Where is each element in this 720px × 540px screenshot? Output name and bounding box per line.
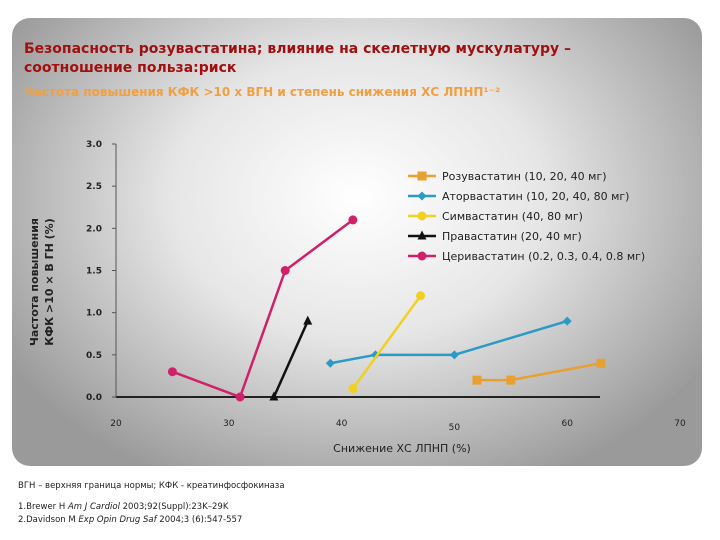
series-3 (348, 291, 426, 394)
series-line (476, 362, 602, 382)
data-point (417, 211, 427, 221)
legend-label: Розувастатин (10, 20, 40 мг) (442, 170, 607, 183)
slide-title: Безопасность розувастатина; влияние на с… (24, 41, 572, 76)
series-5 (167, 215, 358, 402)
footer: ВГН – верхняя граница нормы; КФК - креат… (18, 480, 708, 527)
data-point (417, 230, 427, 240)
y-tick-label: 0.0 (86, 393, 102, 403)
legend-label: Аторвастатин (10, 20, 40, 80 мг) (442, 190, 629, 203)
footer-ref-1: 1.Brewer H Am J Cardiol 2003;92(Suppl):2… (18, 502, 229, 512)
data-point (416, 291, 426, 301)
legend-item-1: Розувастатин (10, 20, 40 мг) (408, 170, 607, 183)
data-point (506, 375, 516, 385)
data-point (417, 191, 427, 201)
legend-item-2: Аторвастатин (10, 20, 40, 80 мг) (408, 190, 629, 203)
data-point (449, 350, 459, 360)
legend-item-4: Правастатин (20, 40 мг) (408, 230, 582, 243)
y-tick-label: 0.5 (86, 351, 102, 361)
chart-legend: Розувастатин (10, 20, 40 мг) Аторвастатин… (408, 170, 645, 263)
legend-label: Симвастатин (40, 80 мг) (442, 210, 583, 223)
data-point (167, 367, 177, 377)
legend-item-3: Симвастатин (40, 80 мг) (408, 210, 583, 223)
series-2 (325, 316, 572, 368)
series-line (330, 319, 568, 365)
y-tick-label: 2.5 (86, 182, 102, 192)
footer-definitions: ВГН – верхняя граница нормы; КФК - креат… (18, 481, 285, 491)
y-tick-label: 1.0 (86, 309, 102, 319)
y-tick-label: 1.5 (86, 267, 102, 277)
x-tick-label: 20 (110, 419, 122, 429)
data-point (303, 315, 313, 325)
series-line (272, 320, 309, 398)
x-tick-label: 30 (223, 419, 235, 429)
y-axis-label: Частота повышения (28, 218, 41, 346)
chart-axes: 0.0 0.5 1.0 1.5 2.0 2.5 3.0 20 30 40 50 60 70 Снижени… (28, 140, 686, 455)
x-axis-label: Снижение ХС ЛПНП (%) (333, 442, 471, 455)
data-point (348, 384, 358, 394)
x-tick-label: 40 (336, 419, 348, 429)
slide-background (12, 18, 702, 466)
data-point (417, 171, 427, 181)
data-point (325, 358, 335, 368)
y-axis-label: КФК >10 × В ГН (%) (43, 218, 56, 345)
data-point (562, 316, 572, 326)
data-point (596, 358, 606, 368)
footer-ref-2: 2.Davidson M Exp Opin Drug Saf 2004;3 (6… (18, 515, 243, 525)
legend-item-5: Церивастатин (0.2, 0.3, 0.4, 0.8 мг) (408, 250, 645, 263)
y-tick-label: 2.0 (86, 224, 102, 234)
series-1 (472, 358, 606, 385)
data-point (348, 215, 358, 225)
data-point (280, 266, 290, 275)
chart: 0.0 0.5 1.0 1.5 2.0 2.5 3.0 20 30 40 50 60 70 Снижени… (28, 140, 686, 455)
slide-subtitle: Частота повышения КФК >10 x ВГН и степен… (24, 85, 501, 99)
data-point (235, 392, 245, 402)
data-point (472, 375, 482, 385)
data-point (417, 251, 427, 261)
chart-series (167, 215, 606, 402)
series-line (351, 295, 422, 390)
legend-label: Церивастатин (0.2, 0.3, 0.4, 0.8 мг) (442, 250, 645, 263)
legend-label: Правастатин (20, 40 мг) (442, 230, 582, 243)
data-point (269, 391, 279, 401)
x-tick-label: 70 (674, 419, 686, 429)
series-4 (269, 315, 313, 401)
series-line (171, 218, 354, 399)
x-tick-label: 50 (449, 423, 461, 433)
y-tick-label: 3.0 (86, 140, 102, 150)
x-tick-label: 60 (561, 419, 573, 429)
